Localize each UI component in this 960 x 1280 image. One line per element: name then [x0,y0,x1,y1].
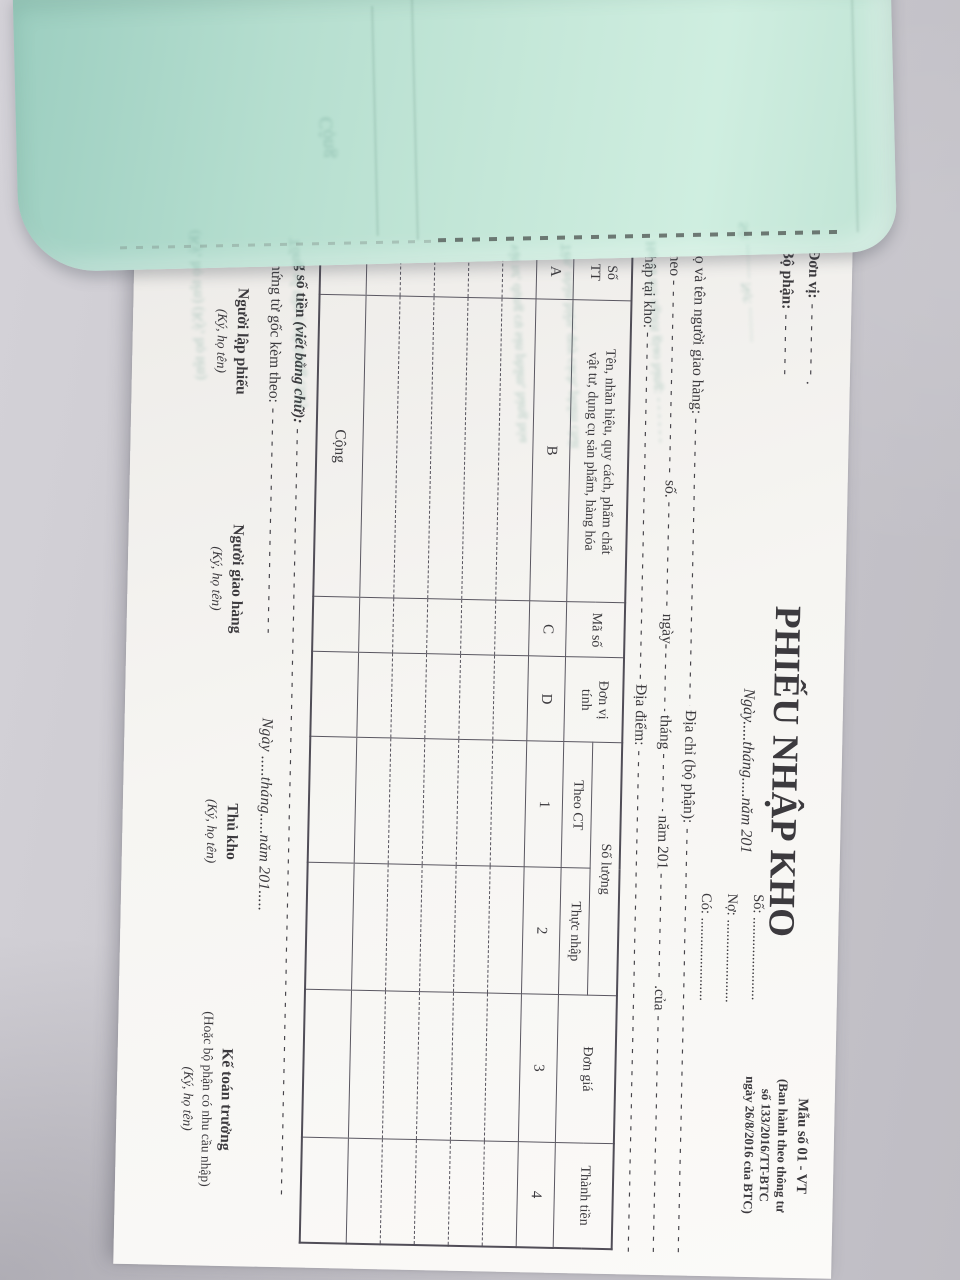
ngay-dashes: - - - - - - - - - - - - - - - - - - - - … [656,653,675,711]
key-1: 1 [524,741,564,868]
form-header: Đơn vị: - - - - - - - . Bộ phận: - - - -… [688,245,837,1258]
form-footer: Tổng số tiền (viết bằng chữ): - - - - - … [177,234,311,1247]
total-label-cell: Cộng [313,294,367,598]
signature-storekeeper: Thủ kho (Ký, họ tên) [183,709,243,953]
debit-label: Nợ: [723,893,741,916]
debit-line: Nợ: ....................... [717,893,745,1003]
col-header-quantity: Số lượng [587,742,623,996]
so-dashes: - - - - - - - - - - - - - - - - - - - - … [658,502,678,610]
unit-dashes: - - - - - - - . [802,303,822,386]
ghost-table-line [850,0,859,233]
unit-line2: tính [578,688,594,711]
ngay-label: ngày- [658,613,676,650]
nam-dashes: - - - - - - - - - - - - - - - - - - - - … [650,873,670,981]
col-header-qty-actual: Thực nhập [558,867,591,996]
thang-label: tháng [656,714,674,750]
goods-received-note-form: Đơn vị: - - - - - - - . Bộ phận: - - - -… [113,217,853,1279]
template-number-block: Mẫu số 01 - VT (Ban hành theo thông tư s… [738,1033,813,1258]
address-label: Địa chỉ (bộ phận): [679,709,699,824]
nam-label: năm 201 [653,815,672,870]
credit-label: Có: [697,892,715,915]
signature-date-line: Ngày .....tháng.....năm 201..... [254,717,276,912]
credit-dots: ....................... [695,917,714,1002]
preparer-sign-note: (Ký, họ tên) [213,308,231,374]
key-d: D [526,656,566,742]
unit-line: Đơn vị: - - - - - - - . [798,249,823,549]
key-3: 3 [518,993,559,1143]
col-header-qty-doc: Theo CT [561,741,593,869]
location-dashes: - - - - - - - - - - - - - - - - - - - - … [620,750,649,1254]
attached-documents-dashes: - - - - - - - - - - - - - - - - - - - - … [259,408,282,633]
thang-dashes: - - - - - - - - - - - - - - - - - - - - … [654,753,673,811]
ghost-text: Cộng [315,116,339,159]
key-c: C [528,601,567,657]
number-line: Số: ....................... [743,894,771,1004]
deliverer-title: Người giao hàng [227,524,247,634]
preparer-title: Người lập phiếu [232,287,252,395]
items-table: Số TT Tên, nhãn hiệu, quy cách, phẩm chấ… [298,236,634,1251]
department-label: Bộ phận: [778,248,797,310]
cua-dashes: - - - - - - - - - - - - - - - - - - - - … [645,1015,668,1255]
key-4: 4 [516,1141,556,1248]
credit-line: Có: ....................... [691,893,719,1003]
chief-accountant-title: Kế toán trưởng [216,1048,236,1151]
unit-line1: Đơn vị [594,680,611,720]
number-label: Số: [749,893,767,914]
so-label: số. [661,479,679,498]
form-sheet: Đơn vị: - - - - - - - . Bộ phận: - - - -… [113,216,853,1279]
ghost-table-line [371,5,379,236]
signature-row: Người lập phiếu (Ký, họ tên) Người giao … [177,234,253,1246]
key-2: 2 [521,866,562,995]
number-dots: ....................... [747,916,766,1001]
department-line: Bộ phận: - - - - - - [772,248,797,548]
col-header-code: Mã số [565,602,626,659]
chief-accountant-sign-note: (Ký, họ tên) [180,1066,197,1131]
signature-deliverer: Người giao hàng (Ký, họ tên) [188,447,248,711]
signature-chief-accountant: Kế toán trưởng (Hoặc bộ phận có nhu cầu … [177,952,238,1246]
storekeeper-title: Thủ kho [222,803,241,860]
deliverer-sign-note: (Ký, họ tên) [208,546,226,611]
location-label: Địa điểm: [631,683,650,746]
department-dashes: - - - - - - [776,314,796,376]
template-number: Mẫu số 01 - VT [792,1098,811,1195]
unit-department-block: Đơn vị: - - - - - - - . Bộ phận: - - - -… [764,248,823,549]
unit-label: Đơn vị: [804,249,823,299]
ghost-table-line [410,0,419,240]
cua-label: .của [650,985,669,1011]
number-debit-credit-block: Số: ....................... Nợ: ........… [691,893,771,1004]
col-header-amount: Thành tiền [553,1142,614,1250]
col-header-price: Đơn giá [555,994,617,1144]
debit-dots: ....................... [721,919,740,1003]
storekeeper-sign-note: (Ký, họ tên) [203,798,220,864]
col-header-unit: Đơn vị tính [563,656,625,744]
